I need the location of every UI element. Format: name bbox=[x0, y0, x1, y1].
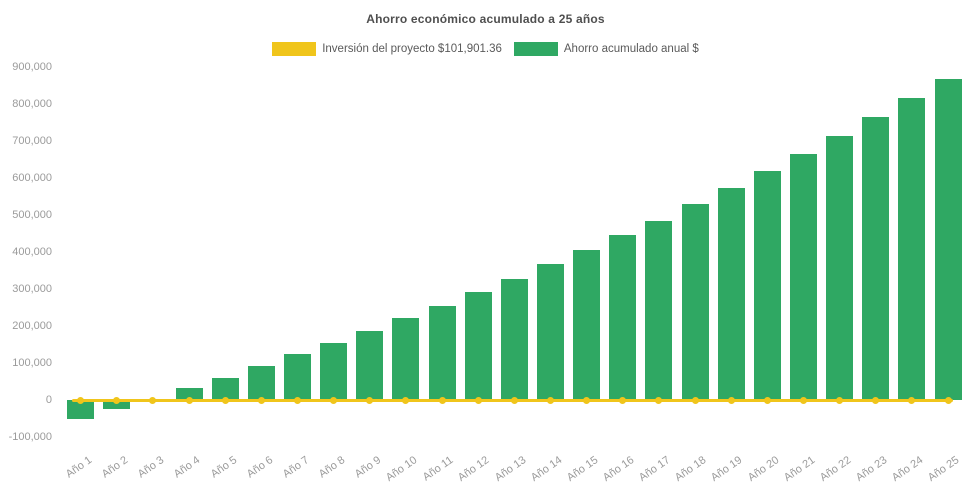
bar-ano-20[interactable] bbox=[753, 171, 781, 400]
line-point-ano-6[interactable] bbox=[257, 396, 265, 404]
bar-ano-15[interactable] bbox=[573, 250, 601, 400]
y-axis-label: 400,000 bbox=[12, 245, 52, 258]
y-axis-label: -100,000 bbox=[8, 430, 52, 443]
line-point-ano-8[interactable] bbox=[330, 396, 338, 404]
legend-label-inversion: Inversión del proyecto $101,901.36 bbox=[322, 43, 502, 55]
y-axis-label: 500,000 bbox=[12, 208, 52, 221]
y-axis-label: 0 bbox=[45, 393, 52, 406]
x-axis-label: Año 15 bbox=[564, 454, 601, 484]
x-axis-label: Año 4 bbox=[172, 454, 203, 481]
chart-title: Ahorro económico acumulado a 25 años bbox=[366, 12, 605, 26]
line-point-ano-20[interactable] bbox=[763, 396, 771, 404]
line-point-ano-16[interactable] bbox=[619, 396, 627, 404]
line-point-ano-9[interactable] bbox=[366, 396, 374, 404]
bar-ano-8[interactable] bbox=[320, 343, 348, 400]
bar-ano-6[interactable] bbox=[247, 365, 275, 400]
line-point-ano-22[interactable] bbox=[836, 396, 844, 404]
x-axis-label: Año 5 bbox=[208, 454, 239, 481]
x-axis-label: Año 3 bbox=[135, 454, 167, 481]
x-axis-label: Año 18 bbox=[673, 454, 709, 484]
bar-ano-22[interactable] bbox=[826, 136, 854, 400]
bar-ano-23[interactable] bbox=[862, 117, 890, 400]
bar-ano-19[interactable] bbox=[717, 187, 745, 400]
y-axis-label: 300,000 bbox=[12, 282, 52, 295]
bar-ano-24[interactable] bbox=[898, 98, 926, 400]
line-point-ano-24[interactable] bbox=[908, 396, 916, 404]
line-point-ano-21[interactable] bbox=[800, 396, 807, 404]
bar-ano-13[interactable] bbox=[500, 279, 528, 400]
x-axis-label: Año 24 bbox=[889, 454, 926, 484]
bar-ano-1[interactable] bbox=[67, 400, 95, 420]
line-point-ano-4[interactable] bbox=[185, 396, 193, 404]
x-axis-label: Año 21 bbox=[781, 454, 817, 484]
bar-ano-12[interactable] bbox=[464, 291, 492, 400]
bar-ano-11[interactable] bbox=[428, 306, 456, 400]
x-axis-label: Año 9 bbox=[352, 454, 384, 481]
line-point-ano-12[interactable] bbox=[474, 396, 482, 404]
legend-swatch-inversion-icon bbox=[272, 42, 317, 56]
x-axis-label: Año 6 bbox=[244, 454, 275, 481]
line-point-ano-17[interactable] bbox=[655, 396, 663, 404]
x-axis-label: Año 20 bbox=[745, 454, 781, 484]
line-point-ano-5[interactable] bbox=[221, 396, 229, 404]
x-axis-label: Año 1 bbox=[63, 454, 95, 481]
bar-ano-21[interactable] bbox=[790, 153, 817, 400]
bar-ano-7[interactable] bbox=[284, 354, 312, 400]
line-point-ano-25[interactable] bbox=[944, 396, 952, 404]
line-point-ano-1[interactable] bbox=[77, 396, 85, 404]
line-point-ano-18[interactable] bbox=[691, 396, 699, 404]
x-axis-label: Año 7 bbox=[280, 454, 311, 481]
line-point-ano-11[interactable] bbox=[438, 396, 446, 404]
x-axis-label: Año 13 bbox=[492, 454, 528, 484]
legend-item-ahorro[interactable]: Ahorro acumulado anual $ bbox=[513, 42, 699, 56]
bar-ano-10[interactable] bbox=[392, 317, 420, 400]
line-point-ano-7[interactable] bbox=[294, 396, 302, 404]
bar-ano-5[interactable] bbox=[211, 377, 239, 400]
x-axis-label: Año 12 bbox=[456, 454, 492, 484]
line-point-ano-23[interactable] bbox=[872, 396, 880, 404]
line-point-ano-19[interactable] bbox=[727, 396, 735, 404]
line-point-ano-13[interactable] bbox=[510, 396, 518, 404]
line-point-ano-10[interactable] bbox=[402, 396, 410, 404]
x-axis-label: Año 10 bbox=[383, 454, 420, 484]
bar-ano-16[interactable] bbox=[609, 234, 637, 400]
bar-ano-25[interactable] bbox=[934, 78, 962, 400]
x-axis-label: Año 17 bbox=[636, 454, 673, 484]
x-axis-label: Año 22 bbox=[817, 454, 854, 484]
x-axis-label: Año 19 bbox=[709, 454, 745, 484]
y-axis-label: 800,000 bbox=[12, 97, 52, 110]
x-axis-label: Año 2 bbox=[99, 454, 131, 481]
bar-ano-18[interactable] bbox=[681, 203, 709, 400]
legend-item-inversion[interactable]: Inversión del proyecto $101,901.36 bbox=[272, 42, 502, 56]
y-axis-label: 100,000 bbox=[12, 356, 52, 369]
x-axis-label: Año 25 bbox=[926, 454, 962, 484]
legend: Inversión del proyecto $101,901.36 Ahorr… bbox=[0, 42, 971, 56]
y-axis-label: 900,000 bbox=[12, 60, 52, 73]
x-axis-label: Año 11 bbox=[420, 454, 456, 484]
line-point-ano-3[interactable] bbox=[149, 396, 157, 404]
bar-ano-2[interactable] bbox=[103, 400, 131, 409]
bar-ano-4[interactable] bbox=[175, 388, 203, 400]
x-axis-label: Año 14 bbox=[528, 454, 564, 484]
bar-ano-9[interactable] bbox=[356, 331, 384, 400]
x-axis-label: Año 23 bbox=[853, 454, 890, 484]
line-point-ano-2[interactable] bbox=[113, 396, 121, 404]
line-point-ano-14[interactable] bbox=[547, 396, 555, 404]
legend-label-ahorro: Ahorro acumulado anual $ bbox=[563, 43, 699, 55]
x-axis-label: Año 16 bbox=[600, 454, 637, 484]
y-axis-label: 200,000 bbox=[12, 319, 52, 332]
y-axis-label: 600,000 bbox=[12, 171, 52, 184]
line-point-ano-15[interactable] bbox=[583, 396, 591, 404]
bar-ano-14[interactable] bbox=[537, 264, 565, 400]
bar-ano-17[interactable] bbox=[645, 220, 673, 400]
y-axis-label: 700,000 bbox=[12, 134, 52, 147]
x-axis-label: Año 8 bbox=[316, 454, 348, 481]
legend-swatch-ahorro-icon bbox=[513, 42, 558, 56]
